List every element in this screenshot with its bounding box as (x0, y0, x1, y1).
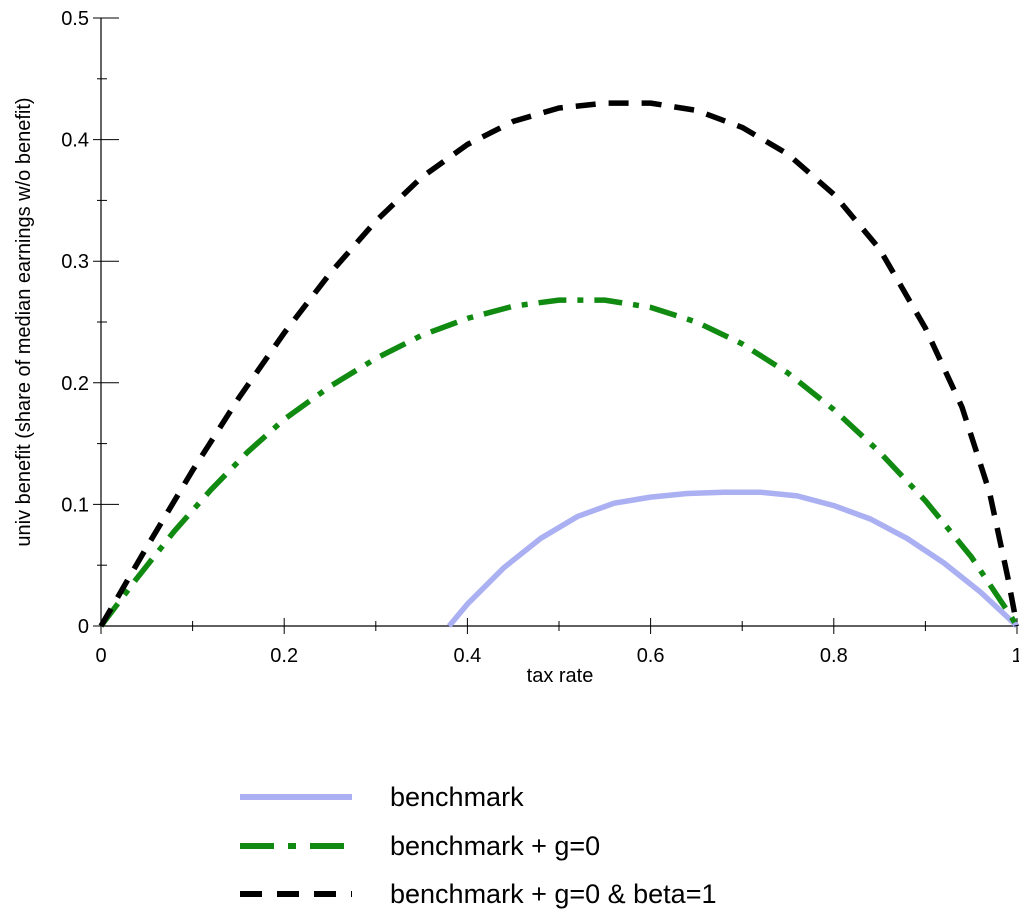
y-tick-label: 0 (78, 616, 89, 638)
legend-label-2: benchmark + g=0 (390, 831, 600, 861)
y-tick-label: 0.5 (61, 8, 89, 30)
legend-label-3: benchmark + g=0 & beta=1 (390, 879, 716, 909)
y-tick-label: 0.2 (61, 373, 89, 395)
x-axis-label: tax rate (527, 665, 594, 687)
legend-label-1: benchmark (390, 782, 524, 812)
series-line-1 (446, 489, 1019, 629)
x-tick-label: 0.8 (820, 645, 848, 667)
y-tick-label: 0.3 (61, 251, 89, 273)
x-tick-label: 0.6 (637, 645, 665, 667)
y-axis-label: univ benefit (share of median earnings w… (13, 97, 35, 546)
y-tick-label: 0.1 (61, 494, 89, 516)
y-tick-label: 0.4 (61, 130, 89, 152)
x-tick-label: 0 (95, 645, 106, 667)
x-tick-label: 1 (1011, 645, 1019, 667)
x-tick-label: 0.4 (453, 645, 481, 667)
series-line-2 (98, 297, 1019, 628)
series-layer (98, 100, 1019, 629)
series-line-3 (98, 100, 1019, 628)
x-tick-label: 0.2 (270, 645, 298, 667)
legend: benchmark benchmark + g=0 benchmark + g=0 … (240, 782, 716, 909)
axes: 0 0.2 0.4 0.6 0.8 1 0 0.1 0.2 0.3 0.4 0.5 (61, 8, 1019, 667)
